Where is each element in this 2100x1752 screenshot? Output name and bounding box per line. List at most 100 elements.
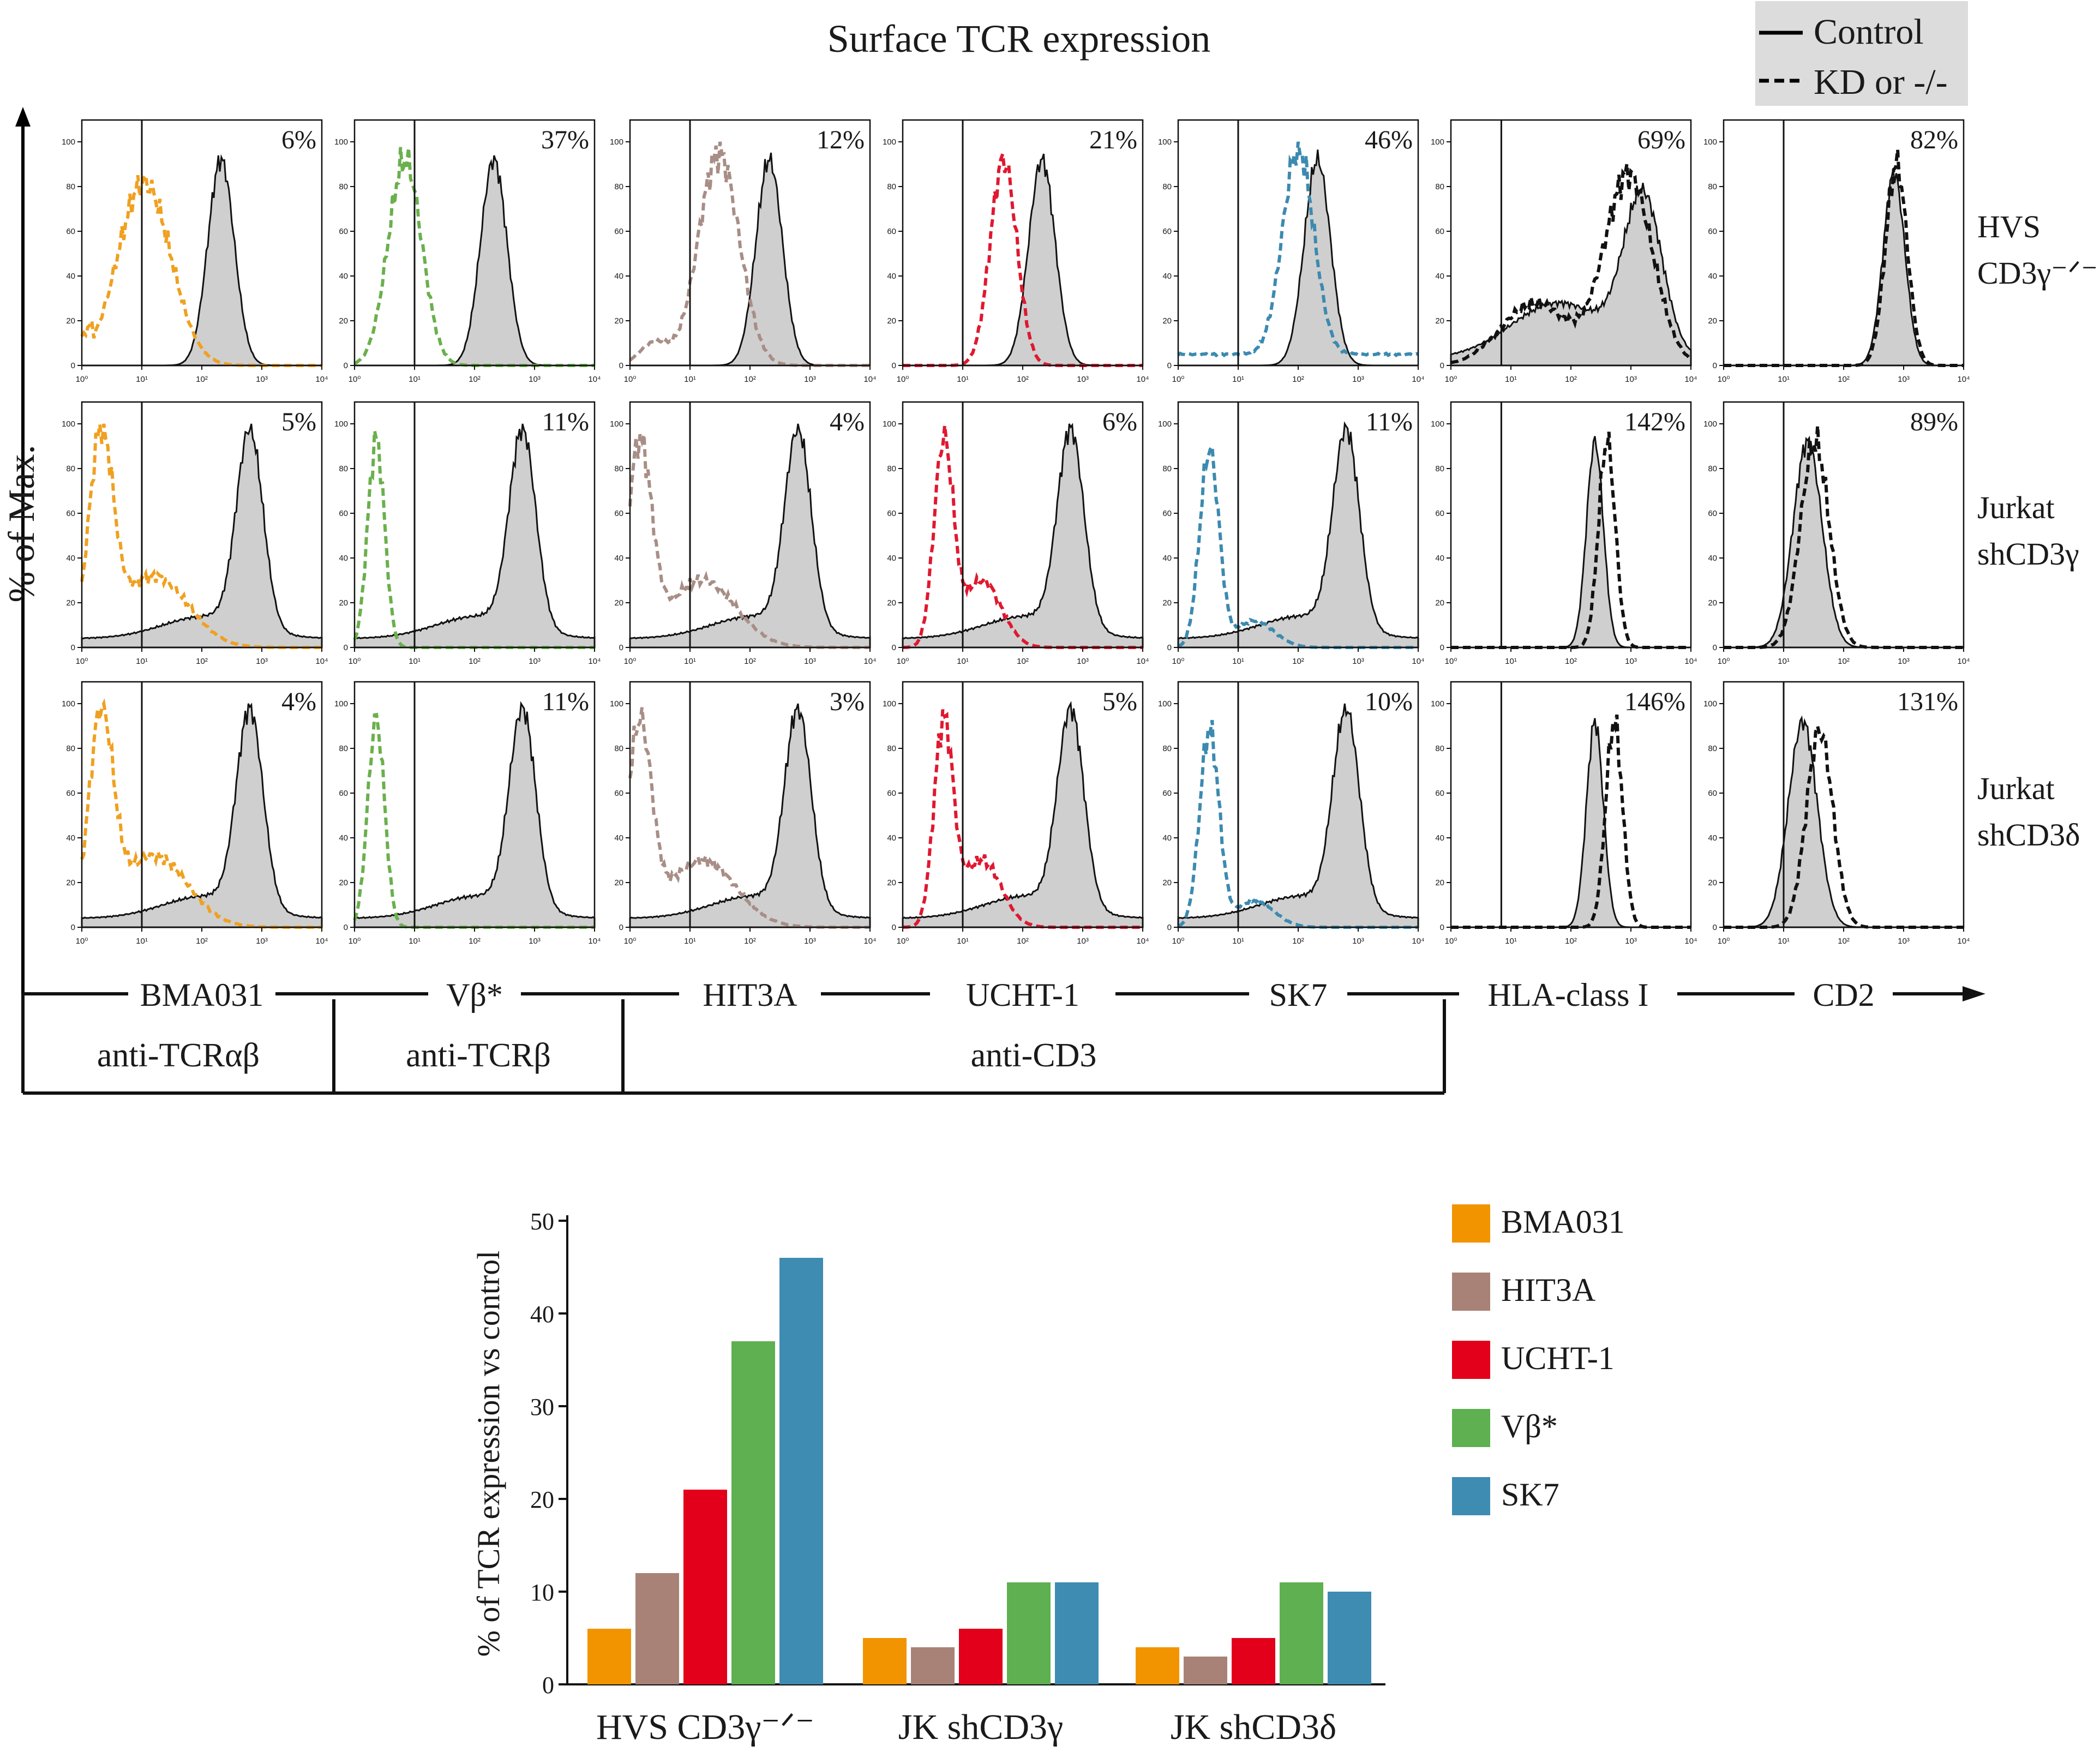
bar-y-tick-label: 40 [530, 1301, 554, 1328]
x-tick-label: 10⁰ [1445, 937, 1457, 946]
y-tick-label: 60 [1708, 509, 1717, 518]
x-tick-label: 10¹ [1778, 375, 1790, 384]
x-tick-label: 10² [196, 657, 208, 666]
y-tick-label: 100 [1158, 419, 1172, 429]
y-tick-label: 0 [1713, 923, 1717, 932]
y-tick-label: 20 [339, 878, 348, 887]
control-histogram [629, 423, 871, 649]
histogram-panel-r2-c6: 0 20 40 60 80 100 10⁰ 10¹ 10² 10³ 10⁴ 142% [1431, 401, 1697, 666]
row-label-line2: CD3γ⁻ᐟ⁻ [1977, 255, 2098, 291]
bar-category-label: JK shCD3γ [898, 1707, 1063, 1747]
panel-frame [629, 681, 871, 928]
y-axis-label: % of Max. [1, 445, 42, 603]
y-tick-label: 60 [614, 789, 623, 798]
y-tick-label: 20 [887, 598, 896, 608]
percentage-label: 131% [1897, 687, 1958, 716]
y-tick-label: 40 [66, 272, 75, 281]
histogram-panel-r3-c5: 0 20 40 60 80 100 10⁰ 10¹ 10² 10³ 10⁴ 10% [1158, 681, 1425, 946]
kd-histogram [1177, 441, 1418, 649]
y-tick-label: 100 [1158, 699, 1172, 709]
y-tick-label: 60 [339, 509, 348, 518]
bar-v-3 [1280, 1582, 1323, 1684]
y-tick-label: 60 [614, 509, 623, 518]
y-tick-label: 80 [339, 182, 348, 191]
y-tick-label: 100 [334, 699, 348, 709]
y-tick-label: 40 [339, 554, 348, 563]
y-tick-label: 40 [887, 272, 896, 281]
y-tick-label: 0 [1440, 361, 1444, 370]
x-tick-label: 10⁰ [1718, 937, 1730, 946]
y-tick-label: 80 [887, 744, 896, 753]
x-tick-label: 10² [1292, 657, 1304, 666]
y-tick-label: 20 [66, 598, 75, 608]
x-tick-label: 10⁰ [76, 657, 88, 666]
y-tick-label: 40 [887, 833, 896, 843]
x-tick-label: 10³ [1898, 657, 1910, 666]
y-tick-label: 20 [66, 878, 75, 887]
bar-hit3a-2 [911, 1647, 955, 1684]
histogram-panel-r1-c3: 0 20 40 60 80 100 10⁰ 10¹ 10² 10³ 10⁴ 12% [610, 119, 877, 384]
y-tick-label: 100 [883, 699, 896, 709]
y-axis-arrowhead [15, 107, 31, 127]
y-tick-label: 20 [1162, 316, 1172, 326]
kd-histogram [80, 171, 322, 367]
y-tick-label: 80 [339, 464, 348, 473]
x-tick-label: 10¹ [136, 375, 148, 384]
y-tick-label: 80 [1162, 182, 1172, 191]
antibody-label-bg [428, 972, 521, 1016]
y-tick-label: 60 [66, 789, 75, 798]
y-tick-label: 40 [1435, 833, 1444, 843]
y-tick-label: 60 [66, 509, 75, 518]
y-tick-label: 100 [62, 419, 75, 429]
y-tick-label: 100 [883, 137, 896, 147]
y-tick-label: 60 [339, 789, 348, 798]
y-tick-label: 100 [334, 419, 348, 429]
y-tick-label: 0 [1713, 361, 1717, 370]
bar-sk7-2 [1055, 1582, 1099, 1684]
x-tick-label: 10² [469, 937, 481, 946]
x-tick-label: 10³ [1077, 937, 1089, 946]
y-tick-label: 40 [339, 833, 348, 843]
control-histogram [1451, 718, 1691, 928]
bar-sk7-1 [779, 1258, 823, 1684]
x-tick-label: 10² [1565, 375, 1577, 384]
x-tick-label: 10⁰ [897, 657, 909, 666]
x-tick-label: 10² [469, 375, 481, 384]
y-tick-label: 60 [1708, 789, 1717, 798]
histogram-panel-r2-c7: 0 20 40 60 80 100 10⁰ 10¹ 10² 10³ 10⁴ 89% [1703, 401, 1970, 666]
histogram-panel-r3-c1: 0 20 40 60 80 100 10⁰ 10¹ 10² 10³ 10⁴ 4% [62, 681, 328, 946]
control-histogram [1450, 183, 1692, 367]
x-tick-label: 10⁴ [588, 937, 601, 946]
antibody-label-bg [930, 972, 1115, 1016]
histogram-panel-r2-c1: 0 20 40 60 80 100 10⁰ 10¹ 10² 10³ 10⁴ 5% [62, 401, 328, 666]
x-tick-label: 10⁰ [1172, 937, 1185, 946]
bar-chart: 0 10 20 30 40 50 % of TCR expression vs contro… [471, 1204, 1625, 1747]
percentage-label: 11% [542, 687, 589, 716]
kd-histogram [1451, 431, 1691, 649]
kd-histogram [1724, 149, 1964, 367]
histogram-panel-r1-c4: 0 20 40 60 80 100 10⁰ 10¹ 10² 10³ 10⁴ 21% [883, 119, 1149, 384]
y-tick-label: 0 [344, 361, 348, 370]
control-histogram [630, 152, 870, 367]
x-tick-label: 10⁴ [1684, 657, 1697, 666]
x-tick-label: 10³ [1625, 657, 1637, 666]
y-tick-label: 0 [1167, 643, 1172, 652]
x-tick-label: 10¹ [1232, 375, 1244, 384]
y-tick-label: 80 [614, 464, 623, 473]
y-tick-label: 80 [887, 182, 896, 191]
kd-histogram [353, 430, 595, 649]
row-label-line1: Jurkat [1977, 490, 2055, 525]
control-histogram [629, 703, 871, 928]
legend-swatch [1452, 1477, 1490, 1515]
histogram-grid: 0 20 40 60 80 100 10⁰ 10¹ 10² 10³ 10⁴ 6% 0 20 40 60 80 10… [62, 119, 1970, 946]
x-tick-label: 10⁴ [1412, 657, 1424, 666]
bar-y-tick-label: 20 [530, 1486, 554, 1513]
histogram-panel-r2-c5: 0 20 40 60 80 100 10⁰ 10¹ 10² 10³ 10⁴ 11% [1158, 401, 1425, 666]
percentage-label: 6% [281, 125, 316, 154]
histogram-panel-r1-c2: 0 20 40 60 80 100 10⁰ 10¹ 10² 10³ 10⁴ 37% [334, 119, 601, 384]
bar-ucht1-2 [959, 1629, 1003, 1684]
control-histogram [1178, 149, 1418, 367]
percentage-label: 46% [1365, 125, 1413, 154]
y-tick-label: 60 [1162, 227, 1172, 236]
kd-histogram [1724, 720, 1964, 929]
